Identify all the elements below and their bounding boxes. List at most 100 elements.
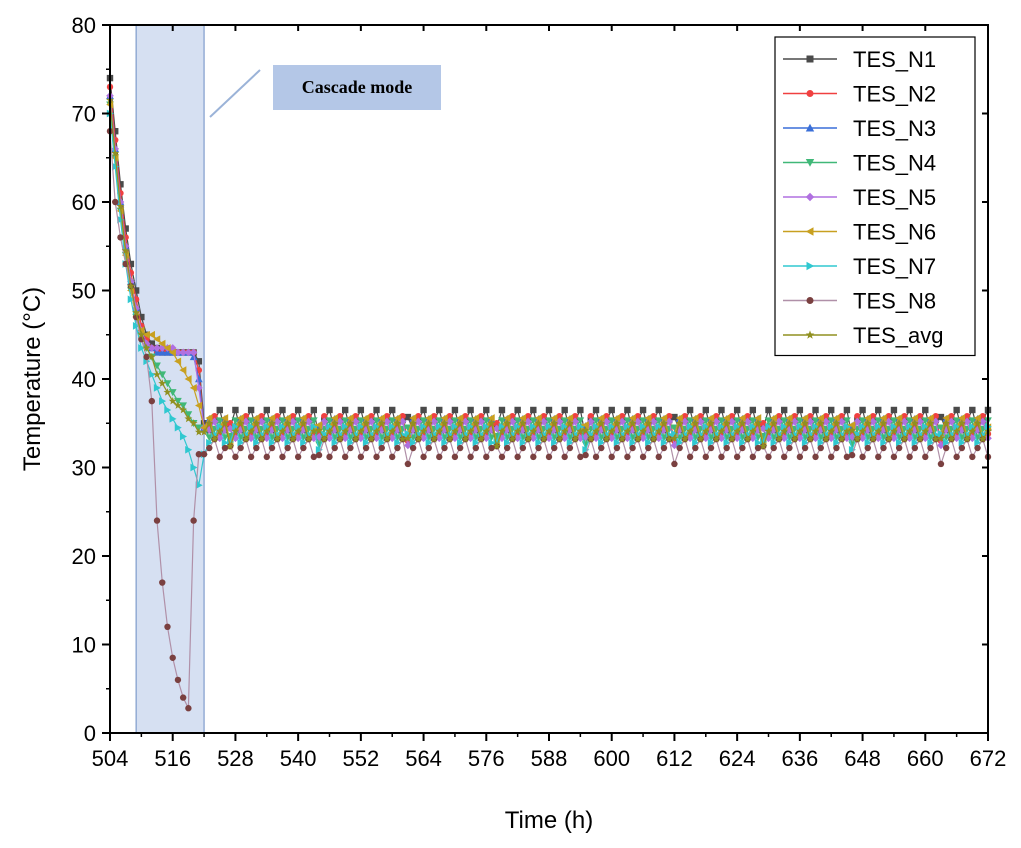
data-point: [294, 434, 302, 443]
data-point: [529, 427, 538, 435]
data-point: [879, 414, 887, 422]
data-point: [389, 453, 396, 461]
data-point: [398, 417, 407, 426]
data-point: [828, 406, 835, 414]
data-point: [577, 453, 584, 461]
data-point: [420, 453, 427, 461]
data-point: [236, 426, 245, 434]
data-point: [969, 453, 976, 461]
data-point: [351, 435, 360, 443]
data-point: [168, 397, 177, 405]
data-point: [952, 417, 961, 425]
data-point: [315, 445, 323, 454]
data-point: [247, 427, 256, 435]
x-tick-label: 540: [280, 746, 317, 771]
data-point: [937, 434, 945, 442]
data-point: [780, 434, 789, 443]
data-point: [378, 438, 386, 447]
data-point: [320, 417, 329, 426]
data-point: [937, 441, 945, 450]
data-point: [179, 432, 188, 441]
data-point: [655, 422, 663, 431]
data-point: [300, 438, 308, 447]
y-tick-label: 70: [72, 102, 96, 127]
data-point: [147, 330, 156, 339]
y-tick-label: 50: [72, 279, 96, 304]
data-point: [420, 406, 427, 414]
data-point: [341, 406, 349, 414]
data-point: [801, 419, 809, 427]
data-point: [555, 435, 564, 443]
data-point: [153, 344, 161, 352]
legend-label: TES_N7: [853, 254, 936, 279]
data-point: [409, 438, 417, 447]
data-point: [279, 453, 286, 461]
data-point: [608, 422, 616, 431]
data-point: [890, 427, 898, 435]
data-point: [805, 192, 815, 202]
data-point: [241, 435, 250, 443]
data-point: [236, 414, 244, 422]
data-point: [911, 438, 919, 447]
data-point: [827, 427, 836, 435]
data-point: [602, 417, 611, 426]
data-point: [895, 419, 904, 427]
data-point: [377, 414, 385, 422]
data-point: [467, 422, 475, 431]
data-point: [383, 417, 391, 426]
data-point: [848, 451, 856, 459]
data-point: [921, 434, 930, 443]
annotation-leader-line: [209, 69, 261, 118]
data-point: [289, 435, 297, 443]
data-point: [309, 427, 318, 435]
data-point: [195, 358, 203, 365]
data-point: [645, 444, 652, 452]
data-point: [174, 397, 182, 405]
data-point: [879, 419, 888, 427]
data-point: [253, 438, 261, 447]
data-point: [466, 417, 475, 425]
data-point: [968, 427, 977, 435]
annotation-label: Cascade mode: [302, 77, 413, 97]
data-point: [806, 297, 814, 304]
data-point: [466, 427, 475, 435]
data-point: [692, 438, 700, 447]
legend-label: TES_N6: [853, 220, 936, 245]
data-point: [660, 444, 668, 452]
data-point: [488, 444, 495, 452]
data-point: [179, 348, 188, 357]
data-point: [184, 414, 193, 423]
data-point: [963, 417, 971, 426]
data-point: [148, 370, 156, 379]
data-point: [435, 417, 444, 425]
legend-entry: TES_avg: [783, 323, 944, 348]
data-point: [707, 438, 715, 447]
x-axis-title: Time (h): [505, 807, 593, 834]
data-point: [691, 419, 700, 427]
data-point: [325, 417, 334, 425]
data-point: [922, 453, 929, 461]
data-point: [739, 438, 747, 447]
data-point: [811, 434, 820, 443]
data-point: [147, 352, 156, 361]
data-point: [195, 401, 203, 410]
data-point: [158, 348, 167, 356]
data-point: [441, 444, 448, 452]
data-point: [471, 419, 480, 427]
data-point: [644, 414, 652, 422]
data-point: [770, 438, 778, 447]
data-point: [456, 444, 464, 452]
data-point: [257, 435, 266, 443]
data-point: [602, 435, 611, 443]
data-point: [215, 427, 224, 435]
data-point: [237, 438, 245, 447]
data-point: [816, 419, 825, 427]
data-point: [581, 433, 590, 441]
data-point: [676, 444, 683, 452]
data-point: [216, 453, 223, 461]
x-tick-label: 576: [468, 746, 505, 771]
data-point: [263, 453, 270, 461]
data-point: [805, 227, 814, 236]
data-point: [357, 422, 365, 431]
data-point: [764, 434, 773, 443]
